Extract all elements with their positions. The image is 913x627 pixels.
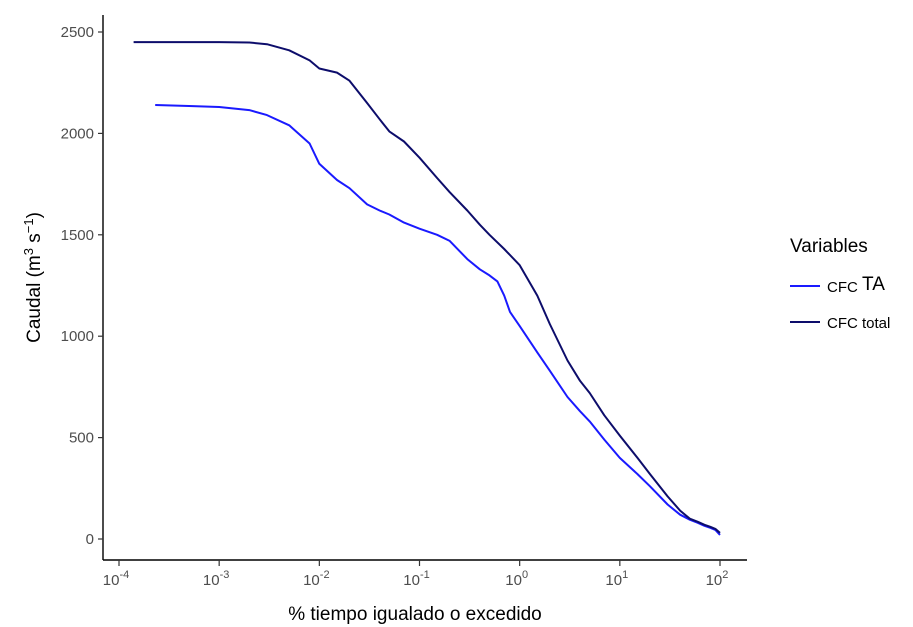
legend-label-cfc-ta: CFC TA [827, 274, 885, 296]
y-tick-label: 1000 [61, 328, 94, 345]
legend-label-cfc-ta-part2: TA [862, 274, 885, 295]
y-tick-label: 1500 [61, 227, 94, 244]
y-tick-label: 500 [69, 430, 94, 447]
plot-area [133, 41, 721, 536]
x-tick-label: 100 [505, 569, 528, 589]
axes [102, 15, 747, 561]
y-axis-title-sup1: 3 [21, 248, 36, 255]
x-tick-label: 101 [605, 569, 628, 589]
y-axis-title-end: ) [24, 212, 45, 218]
y-ticks: 0 500 1000 1500 2000 2500 [61, 24, 103, 548]
y-axis-title-base: Caudal (m [24, 255, 45, 343]
y-tick-label: 2000 [61, 125, 94, 142]
x-tick-label: 10-1 [403, 569, 429, 589]
y-axis-title-sup2: −1 [21, 218, 36, 233]
y-axis-title-mid: s [24, 233, 45, 248]
y-tick-label: 2500 [61, 24, 94, 41]
x-tick-label: 10-3 [203, 569, 229, 589]
series-line-cfc-ta [155, 104, 721, 536]
legend: Variables CFC TA CFC total [790, 236, 890, 332]
series-line-cfc-total [133, 41, 721, 534]
y-axis-title: Caudal (m3 s−1) [21, 212, 45, 343]
x-ticks: 10-4 10-3 10-2 10-1 100 101 102 [103, 560, 729, 589]
legend-label-cfc-ta-part1: CFC [827, 279, 858, 296]
legend-title: Variables [790, 236, 868, 257]
y-tick-label: 0 [86, 531, 94, 548]
x-tick-label: 102 [706, 569, 729, 589]
x-axis-title: % tiempo igualado o excedido [288, 604, 542, 625]
legend-label-cfc-total: CFC total [827, 315, 890, 332]
x-tick-label: 10-2 [303, 569, 329, 589]
x-tick-label: 10-4 [103, 569, 129, 589]
